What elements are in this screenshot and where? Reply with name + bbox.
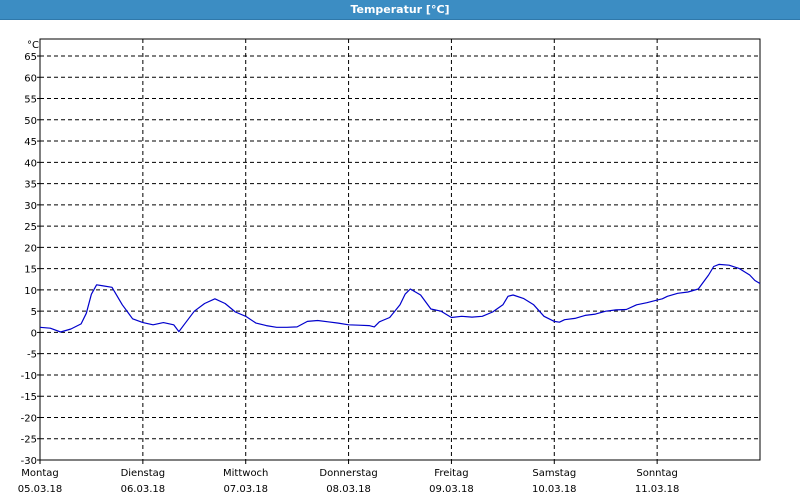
chart-title: Temperatur [°C] [0,0,800,20]
x-tick-date: 06.03.18 [121,484,166,495]
y-tick-label: -5 [27,350,37,361]
y-tick-label: 10 [24,286,37,297]
x-tick-date: 10.03.18 [532,484,577,495]
temperature-series-line [39,263,761,333]
x-tick-date: 09.03.18 [429,484,474,495]
y-tick-label: 50 [24,116,37,127]
y-tick-label: 15 [24,265,37,276]
y-tick-label: 65 [24,52,37,63]
y-tick-label: 30 [24,201,37,212]
y-tick-label: 40 [24,158,37,169]
y-tick-label: -25 [21,435,37,446]
x-tick-day: Sonntag [636,468,678,479]
y-axis-unit: °C [27,40,39,51]
y-tick-label: 5 [31,307,37,318]
y-tick-label: -10 [21,371,37,382]
y-tick-label: 60 [24,73,37,84]
y-tick-label: 35 [24,180,37,191]
plot-frame [39,38,761,461]
x-tick-day: Samstag [532,468,576,479]
x-tick-day: Mittwoch [223,468,268,479]
grid-lines [40,39,760,460]
x-tick-date: 11.03.18 [635,484,680,495]
y-tick-label: 45 [24,137,37,148]
y-tick-label: -20 [21,413,37,424]
y-tick-label: 25 [24,222,37,233]
y-axis-ticks: 65605550454035302520151050-5-10-15-20-25… [21,52,40,467]
x-tick-date: 05.03.18 [18,484,63,495]
x-tick-day: Montag [21,468,58,479]
x-tick-day: Donnerstag [319,468,377,479]
y-tick-label: 55 [24,95,37,106]
x-tick-day: Dienstag [121,468,166,479]
y-tick-label: -30 [21,456,37,467]
y-tick-label: 0 [31,328,37,339]
series-group [39,263,761,333]
y-tick-label: 20 [24,243,37,254]
x-tick-date: 07.03.18 [223,484,268,495]
x-tick-day: Freitag [434,468,468,479]
y-tick-label: -15 [21,392,37,403]
x-tick-date: 08.03.18 [326,484,371,495]
x-axis-ticks: Montag 05.03.18 Dienstag 06.03.18 Mittwoch 07… [18,460,680,495]
